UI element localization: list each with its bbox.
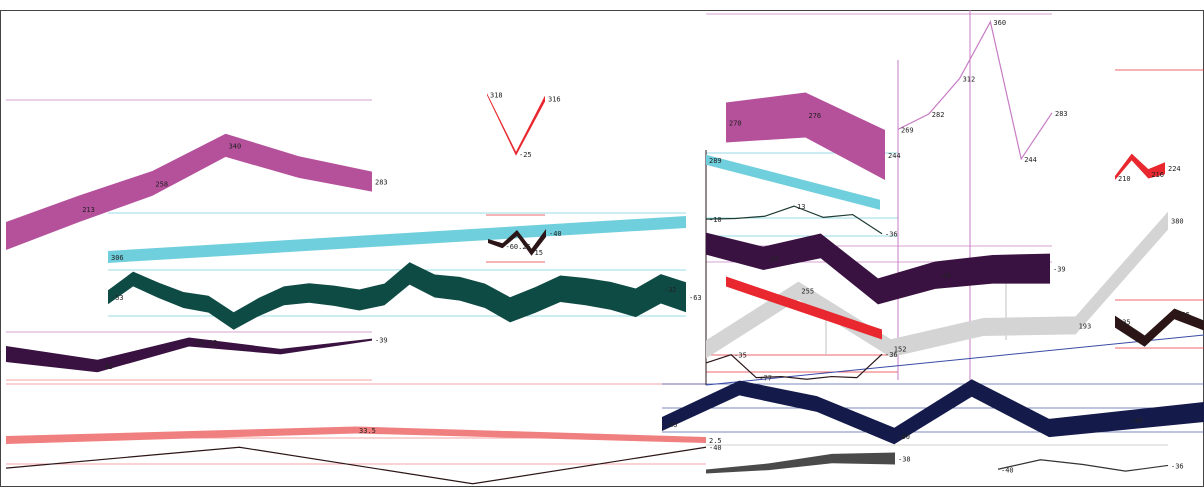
series-ribbon — [1115, 153, 1165, 180]
data-label: 360 — [993, 19, 1006, 27]
data-label: -60 — [897, 433, 910, 441]
data-label: 283 — [1055, 110, 1068, 118]
data-label: 2.5 — [709, 437, 722, 445]
data-label: 224 — [1168, 165, 1181, 173]
series-ribbon — [108, 216, 686, 263]
data-label: 244 — [1024, 156, 1037, 164]
data-label: 193 — [1079, 322, 1092, 330]
data-label: -39 — [375, 337, 388, 345]
data-label: 13 — [797, 203, 805, 211]
series-line — [897, 20, 1053, 161]
data-label: -35 — [734, 352, 747, 360]
data-label: 33.5 — [359, 427, 376, 435]
data-label: -32 — [664, 286, 677, 294]
series-line — [705, 353, 883, 380]
data-label: 282 — [932, 111, 945, 119]
data-label: -40 — [709, 444, 722, 452]
series-group — [5, 20, 1204, 485]
data-label: -45 — [101, 363, 114, 371]
data-label: 283 — [375, 179, 388, 187]
data-label: 210 — [1118, 175, 1131, 183]
data-label: 216 — [1151, 171, 1164, 179]
data-label: -25 — [1177, 311, 1190, 319]
data-label: -45 — [665, 421, 678, 429]
series-line — [705, 205, 883, 235]
series-ribbon — [487, 93, 545, 156]
data-label: 276 — [809, 112, 822, 120]
data-label: -60.25 — [506, 243, 531, 251]
data-label: -40 — [549, 230, 562, 238]
series-ribbon — [706, 211, 1168, 359]
series-ribbon — [6, 426, 706, 444]
data-label: -53 — [111, 294, 124, 302]
data-label: 258 — [155, 180, 168, 188]
guide-lines — [6, 10, 1204, 465]
data-label: -48 — [938, 272, 951, 280]
data-label: 316 — [548, 96, 561, 104]
data-label: -38 — [898, 456, 911, 464]
series-ribbon — [488, 229, 546, 256]
series-ribbon — [6, 337, 372, 373]
data-label: -25 — [766, 255, 779, 263]
data-labels: 213 258 340 283 306 -53 -32 -63 -45 -50.25 -39 318 3… — [82, 19, 1190, 474]
series-ribbon — [662, 379, 1204, 445]
data-label: 152 — [894, 345, 907, 353]
series-line — [997, 459, 1169, 472]
data-label: -77 — [759, 375, 772, 383]
data-label: -36 — [1171, 462, 1184, 470]
data-label: -10 — [709, 216, 722, 224]
series-line — [705, 334, 1204, 386]
data-label: -36 — [885, 351, 898, 359]
data-label: 312 — [963, 76, 976, 84]
series-ribbon — [726, 276, 882, 340]
data-label: 318 — [490, 91, 503, 99]
data-label: 340 — [229, 142, 242, 150]
data-label: -36 — [885, 231, 898, 239]
data-label: 213 — [82, 206, 95, 214]
data-label: -63 — [689, 294, 702, 302]
data-label: 269 — [901, 126, 914, 134]
data-label: -35 — [1118, 319, 1131, 327]
data-label: 244 — [888, 152, 901, 160]
data-label: -39 — [1053, 266, 1066, 274]
data-label: 270 — [729, 120, 742, 128]
data-label: 15 — [535, 249, 543, 257]
data-label: -25 — [519, 151, 532, 159]
data-label: -50.25 — [192, 339, 217, 347]
data-label: 289 — [709, 157, 722, 165]
data-label: -40 — [1001, 466, 1014, 474]
series-ribbon — [706, 154, 880, 210]
series-ribbon — [1115, 308, 1204, 347]
series-line — [5, 446, 707, 485]
series-ribbon — [706, 232, 1050, 305]
series-ribbon — [726, 92, 885, 180]
data-label: 306 — [111, 254, 124, 262]
series-ribbon — [108, 262, 686, 330]
series-ribbon — [706, 452, 895, 474]
data-label: 255 — [801, 288, 814, 296]
data-label: 380 — [1171, 218, 1184, 226]
data-label: -40 — [1130, 417, 1143, 425]
series-ribbon — [6, 133, 372, 250]
